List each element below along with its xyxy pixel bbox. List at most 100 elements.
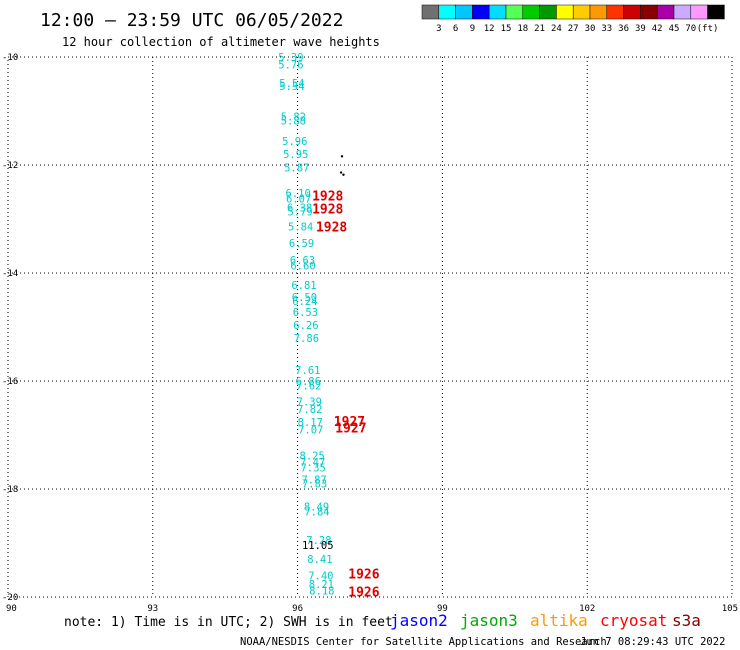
color-scale-tick: (ft) — [697, 24, 719, 34]
legend-altika: altika — [530, 611, 588, 630]
x-tick-label: 90 — [6, 604, 17, 614]
x-tick-label: 93 — [147, 604, 158, 614]
wave-height-label: 6.50 — [292, 292, 317, 304]
wave-height-label: 6.07 — [286, 193, 311, 205]
color-scale-swatch — [556, 4, 574, 20]
wave-height-label: 5.87 — [284, 163, 309, 175]
color-scale-tick: 9 — [470, 24, 475, 34]
color-scale-tick: 45 — [669, 24, 680, 34]
cryosat-label: 1926 — [348, 586, 379, 601]
track-markers — [339, 155, 345, 176]
color-scale-tick: 15 — [501, 24, 512, 34]
wave-height-label: 7.35 — [300, 462, 325, 474]
wave-height-label: 7.83 — [302, 479, 327, 491]
color-scale-swatch — [673, 4, 692, 20]
wave-height-label: 6.26 — [293, 320, 318, 332]
data-labels: 5.395.765.545.545.825.885.965.955.876.10… — [278, 52, 379, 601]
legend-jason3: jason3 — [460, 611, 518, 630]
color-scale-bar — [421, 4, 725, 20]
color-scale-swatch — [690, 4, 708, 20]
wave-height-label: 7.07 — [298, 425, 323, 437]
legend-jason2: jason2 — [390, 611, 448, 630]
track-marker — [340, 155, 344, 158]
wave-height-label: 6.63 — [290, 255, 315, 267]
cryosat-label: 1928 — [312, 202, 343, 217]
color-scale-swatch — [505, 4, 524, 20]
color-scale-tick: 39 — [635, 24, 646, 34]
x-tick-label: 99 — [437, 604, 448, 614]
wave-height-label: 7.39 — [297, 397, 322, 409]
chart-title: 12:00 — 23:59 UTC 06/05/2022 — [40, 10, 343, 31]
wave-height-label: 8.18 — [309, 586, 334, 598]
x-tick-labels: 90 93 96 99 102 105 — [6, 604, 738, 614]
grid-lines — [8, 57, 732, 597]
color-scale-swatch — [623, 4, 641, 20]
wave-height-label: 5.54 — [279, 78, 304, 90]
color-scale-swatch — [438, 4, 456, 20]
footer-credit: NOAA/NESDIS Center for Satellite Applica… — [240, 636, 607, 648]
wave-height-label: 6.60 — [290, 260, 315, 272]
wave-height-label: 6.53 — [293, 307, 318, 319]
color-scale-swatch — [488, 4, 507, 20]
plot-frame — [7, 56, 733, 598]
color-scale-tick: 18 — [517, 24, 528, 34]
color-scale-tick: 33 — [601, 24, 612, 34]
plot-border — [7, 56, 733, 598]
wave-height-label: 6.24 — [292, 296, 317, 308]
wave-height-label: 5.95 — [283, 149, 308, 161]
cryosat-label: 1927 — [335, 422, 366, 437]
wave-height-label: 6.10 — [286, 188, 311, 200]
legend-cryosat: cryosat — [600, 611, 667, 630]
wave-height-label: 5.88 — [281, 116, 306, 128]
satellite-legend: jason2 jason3 altika cryosat s3a — [390, 611, 701, 630]
color-scale-swatch — [522, 4, 540, 20]
color-scale-swatch — [640, 4, 658, 20]
cryosat-label: 1928 — [312, 189, 343, 204]
color-scale-swatch — [572, 4, 591, 20]
color-scale-tick: 70 — [685, 24, 696, 34]
color-scale-tick: 12 — [484, 24, 495, 34]
cryosat-label: 1928 — [316, 221, 347, 236]
color-scale-tick: 24 — [551, 24, 562, 34]
wave-height-label: 8.17 — [298, 417, 323, 429]
y-tick-label: -18 — [2, 485, 18, 495]
y-tick-label: -10 — [2, 53, 18, 63]
color-scale-tick: 27 — [568, 24, 579, 34]
wave-height-label: 11.05 — [302, 540, 334, 552]
color-scale-swatch — [656, 4, 675, 20]
wave-height-label: 5.79 — [287, 206, 312, 218]
y-tick-label: -20 — [2, 593, 18, 603]
color-scale-swatch — [472, 4, 490, 20]
color-scale-swatch — [589, 4, 608, 20]
wave-height-label: 7.84 — [304, 507, 329, 519]
y-tick-label: -12 — [2, 161, 18, 171]
wave-height-label: 5.39 — [278, 52, 303, 64]
color-scale-tick: 42 — [652, 24, 663, 34]
wave-height-label: 7.86 — [294, 333, 319, 345]
chart-subtitle: 12 hour collection of altimeter wave hei… — [62, 35, 380, 49]
wave-height-label: 7.62 — [296, 380, 321, 392]
x-tick-label: 105 — [722, 604, 738, 614]
legend-s3a: s3a — [672, 611, 701, 630]
wave-height-label: 8.25 — [300, 451, 325, 463]
color-scale-swatch — [707, 4, 725, 20]
wave-height-label: 8.41 — [307, 554, 332, 566]
color-scale-tick: 3 — [436, 24, 441, 34]
cryosat-label: 1927 — [334, 415, 365, 430]
wave-height-label: 5.96 — [282, 136, 307, 148]
wave-height-label: 5.82 — [281, 111, 306, 123]
y-tick-labels: -10 -12 -14 -16 -18 -20 — [2, 53, 18, 603]
color-scale-swatch — [539, 4, 557, 20]
color-scale-tick: 21 — [534, 24, 545, 34]
y-tick-label: -16 — [2, 377, 18, 387]
wave-height-label: 5.76 — [278, 60, 303, 72]
wave-height-label: 8.49 — [304, 501, 329, 513]
wave-height-label: 7.82 — [297, 404, 322, 416]
color-scale-ticks: 3 6 9 12 15 18 21 24 27 30 33 36 39 42 45 70 (ft) — [436, 24, 718, 34]
color-scale-swatch — [455, 4, 473, 20]
color-scale-swatch — [606, 4, 624, 20]
wave-height-label: 5.84 — [288, 222, 313, 234]
wave-height-label: 7.61 — [295, 365, 320, 377]
